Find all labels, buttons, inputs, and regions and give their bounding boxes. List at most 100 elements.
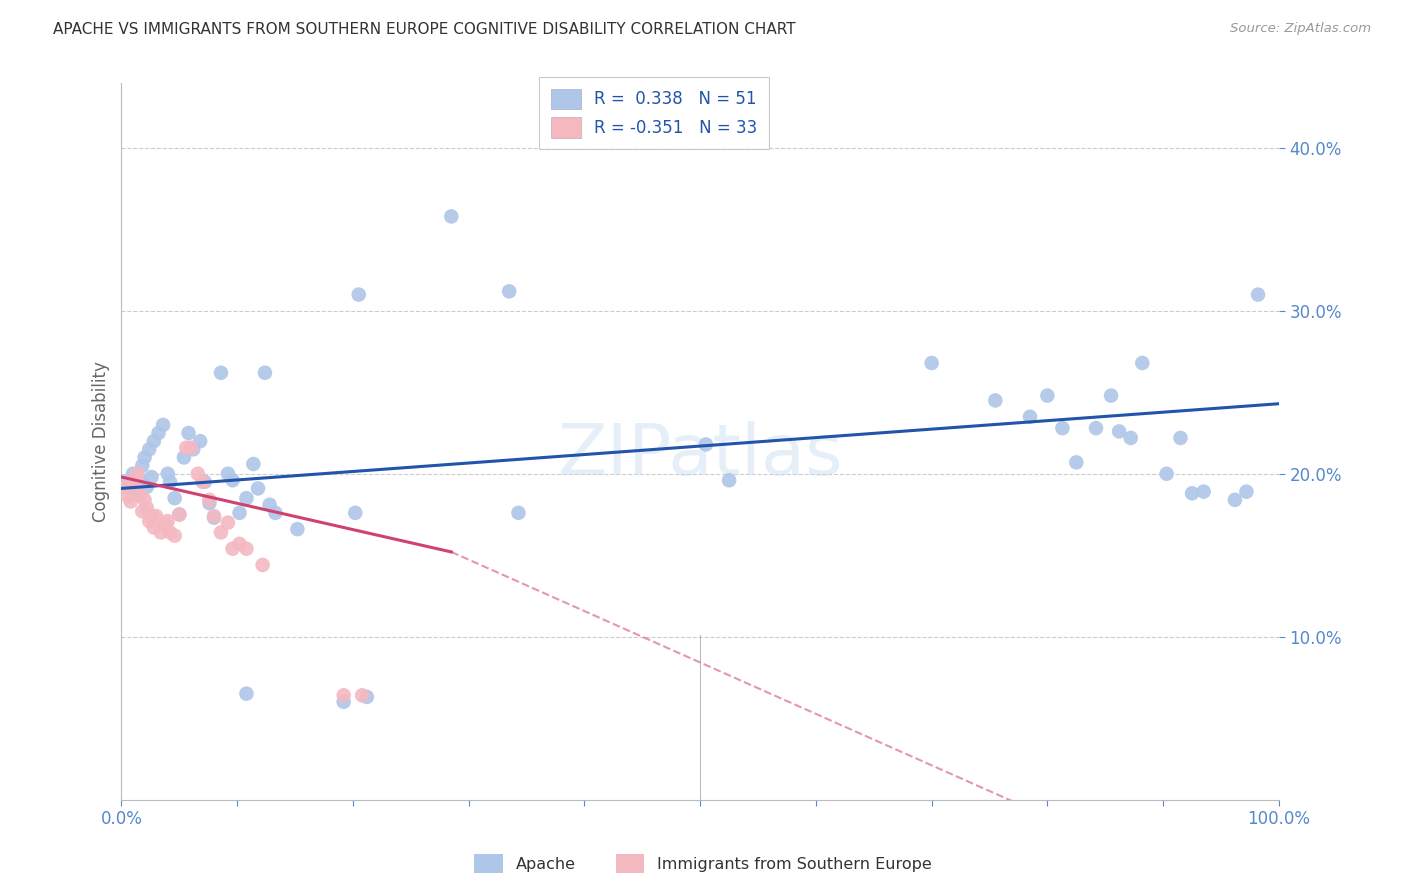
Point [1099,388,1122,402]
Point [217,516,239,530]
Point [921,356,943,370]
Point [135,500,157,515]
Point [1223,492,1246,507]
Point [202,509,225,524]
Point [217,467,239,481]
Point [124,486,146,500]
Point [156,514,179,528]
Point [129,473,152,487]
Point [142,434,165,449]
Point [1066,455,1088,469]
Point [252,558,274,572]
Point [332,695,354,709]
Point [152,417,174,432]
Text: APACHE VS IMMIGRANTS FROM SOUTHERN EUROPE COGNITIVE DISABILITY CORRELATION CHART: APACHE VS IMMIGRANTS FROM SOUTHERN EUROP… [53,22,796,37]
Text: Source: ZipAtlas.com: Source: ZipAtlas.com [1230,22,1371,36]
Point [127,467,149,481]
Legend: Apache, Immigrants from Southern Europe: Apache, Immigrants from Southern Europe [468,847,938,880]
Point [1085,421,1108,435]
Point [127,478,149,492]
Point [115,480,138,494]
Point [221,473,243,487]
Point [440,210,463,224]
Point [120,494,142,508]
Point [1108,425,1130,439]
Point [142,520,165,534]
Point [1156,467,1178,481]
Point [247,482,270,496]
Point [148,425,170,440]
Point [149,525,172,540]
Text: ZIPatlas: ZIPatlas [557,421,844,490]
Point [235,687,257,701]
Point [259,498,281,512]
Point [1019,409,1042,424]
Point [180,441,202,455]
Point [131,504,153,518]
Point [169,508,191,522]
Point [177,425,200,440]
Point [287,522,309,536]
Point [138,514,160,528]
Point [174,441,197,455]
Point [508,506,530,520]
Point [1192,484,1215,499]
Point [188,434,211,449]
Point [228,537,250,551]
Point [202,510,225,524]
Point [134,450,156,465]
Point [1130,356,1153,370]
Point [718,473,741,487]
Point [209,366,232,380]
Point [228,506,250,520]
Point [1036,388,1059,402]
Point [695,437,717,451]
Point [124,473,146,487]
Point [1170,431,1192,445]
Point [264,506,287,520]
Point [122,473,145,487]
Point [155,517,177,532]
Point [141,509,163,524]
Point [117,480,139,494]
Point [122,467,145,481]
Point [138,442,160,457]
Point [209,525,232,540]
Point [181,442,204,457]
Point [344,506,367,520]
Point [352,688,374,702]
Point [1181,486,1204,500]
Point [984,393,1007,408]
Point [253,366,276,380]
Point [134,492,156,507]
Point [498,285,520,299]
Point [191,475,214,489]
Point [163,529,186,543]
Point [115,475,138,489]
Point [163,491,186,506]
Point [221,541,243,556]
Legend: R =  0.338   N = 51, R = -0.351   N = 33: R = 0.338 N = 51, R = -0.351 N = 33 [538,77,769,149]
Point [159,525,181,540]
Point [235,541,257,556]
Point [173,450,195,465]
Point [332,688,354,702]
Y-axis label: Cognitive Disability: Cognitive Disability [93,360,110,522]
Point [135,480,157,494]
Point [1052,421,1074,435]
Point [145,509,167,524]
Point [198,492,221,507]
Point [120,483,142,497]
Point [169,508,191,522]
Point [131,458,153,473]
Point [141,470,163,484]
Point [194,475,217,489]
Point [129,488,152,502]
Point [235,491,257,506]
Point [1247,287,1270,301]
Point [1236,484,1258,499]
Point [187,467,209,481]
Point [159,475,181,489]
Point [198,496,221,510]
Point [242,457,264,471]
